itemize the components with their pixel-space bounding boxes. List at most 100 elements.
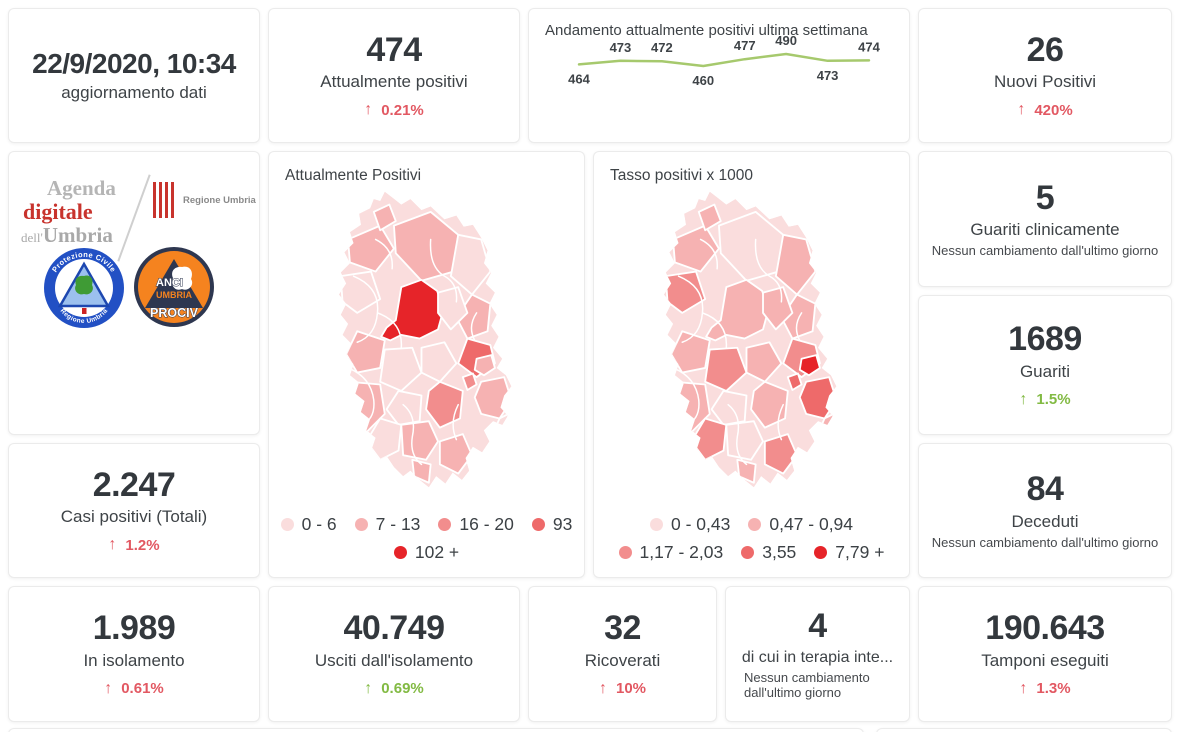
stat-label: Deceduti bbox=[1011, 511, 1079, 531]
card-casi-totali: 2.247 Casi positivi (Totali) ↑ 1.2% bbox=[8, 443, 260, 578]
legend-label: 0 - 0,43 bbox=[670, 514, 731, 534]
svg-text:472: 472 bbox=[651, 40, 673, 55]
legend-label: 0 - 6 bbox=[301, 514, 337, 534]
regione-umbria-bars-icon bbox=[153, 182, 175, 218]
map2-title: Tasso positivi x 1000 bbox=[610, 167, 754, 184]
delta-value: 1.5% bbox=[1036, 391, 1071, 409]
up-arrow-icon: ↑ bbox=[104, 679, 113, 697]
up-arrow-icon: ↑ bbox=[108, 536, 117, 554]
stat-delta: ↑ 10% bbox=[599, 680, 646, 698]
delta-value: 10% bbox=[615, 680, 647, 698]
up-arrow-icon: ↑ bbox=[1019, 679, 1028, 697]
up-arrow-icon: ↑ bbox=[1017, 101, 1026, 119]
stat-label: Ricoverati bbox=[584, 650, 661, 670]
delta-value: 0.61% bbox=[121, 680, 164, 698]
legend-dot bbox=[438, 518, 452, 531]
update-subtitle: aggiornamento dati bbox=[61, 83, 207, 102]
card-logos: Agenda digitale dell'Umbria Regione Umbr… bbox=[8, 151, 260, 435]
stat-label: Guariti bbox=[1019, 361, 1071, 381]
up-arrow-icon: ↑ bbox=[364, 679, 373, 697]
trend-title: Andamento attualmente positivi ultima se… bbox=[545, 22, 868, 39]
card-attualmente-positivi: 474 Attualmente positivi ↑ 0.21% bbox=[268, 8, 520, 143]
legend-dot bbox=[748, 518, 762, 531]
stat-value: 40.749 bbox=[343, 609, 446, 648]
stat-value: 32 bbox=[604, 609, 641, 648]
legend-dot bbox=[741, 546, 755, 559]
stat-delta: ↑ 0.21% bbox=[364, 101, 424, 119]
legend-label: 16 - 20 bbox=[459, 514, 514, 534]
delta-value: 1.2% bbox=[125, 536, 160, 554]
stat-delta: ↑ 0.61% bbox=[104, 680, 164, 698]
anci-prociv-logo: ANCI UMBRIA PROCIV bbox=[134, 247, 214, 327]
delta-value: 1.3% bbox=[1036, 680, 1071, 698]
stat-label: Casi positivi (Totali) bbox=[60, 507, 208, 527]
legend-dot bbox=[393, 546, 407, 559]
stat-value: 84 bbox=[1026, 470, 1064, 509]
map1-legend: 0 - 6 7 - 13 16 - 20 93 102 + bbox=[269, 514, 584, 563]
legend-dot bbox=[649, 518, 663, 531]
agenda-logo-line2: digitale bbox=[23, 199, 93, 224]
card-trend: Andamento attualmente positivi ultima se… bbox=[528, 8, 910, 143]
up-arrow-icon: ↑ bbox=[364, 101, 373, 119]
card-guariti-clinicamente: 5 Guariti clinicamente Nessun cambiament… bbox=[918, 151, 1172, 287]
protezione-civile-logo: Protezione Civile Regione Umbria bbox=[44, 248, 124, 328]
legend-dot bbox=[618, 546, 632, 559]
stat-label: Tamponi eseguiti bbox=[981, 650, 1109, 670]
stat-value: 1689 bbox=[1008, 320, 1082, 359]
stat-delta: ↑ 1.3% bbox=[1019, 680, 1070, 698]
svg-text:474: 474 bbox=[858, 39, 880, 54]
agenda-digitale-logo: Agenda digitale dell'Umbria bbox=[21, 178, 133, 246]
stat-note: Nessun cambiamento dall'ultimo giorno bbox=[931, 534, 1159, 550]
card-partial-right bbox=[876, 728, 1172, 732]
map1-canvas[interactable] bbox=[335, 188, 519, 491]
card-map-tasso-positivi: Tasso positivi x 1000 0 - 0,43 0,47 - 0,… bbox=[593, 151, 910, 578]
stat-label: Usciti dall'isolamento bbox=[314, 650, 474, 670]
delta-value: 420% bbox=[1034, 101, 1073, 119]
card-last-update: 22/9/2020, 10:34 aggiornamento dati bbox=[8, 8, 260, 143]
stat-label: Guariti clinicamente bbox=[970, 220, 1120, 240]
agenda-logo-umbria: Umbria bbox=[42, 223, 113, 247]
card-map-attualmente-positivi: Attualmente Positivi 0 - 6 7 - 13 16 - 2… bbox=[268, 151, 585, 578]
card-in-isolamento: 1.989 In isolamento ↑ 0.61% bbox=[8, 586, 260, 722]
legend-label: 0,47 - 0,94 bbox=[769, 514, 854, 534]
stat-delta: ↑ 1.5% bbox=[1019, 391, 1070, 409]
stat-label: In isolamento bbox=[83, 650, 185, 670]
map2-canvas[interactable] bbox=[660, 188, 844, 491]
card-tamponi: 190.643 Tamponi eseguiti ↑ 1.3% bbox=[918, 586, 1172, 722]
legend-label: 3,55 bbox=[762, 542, 797, 562]
legend-label: 1,17 - 2,03 bbox=[639, 542, 724, 562]
legend-label: 93 bbox=[552, 514, 573, 534]
anci-text-umbria: UMBRIA bbox=[156, 290, 192, 300]
anci-text-prociv: PROCIV bbox=[150, 306, 199, 320]
svg-text:477: 477 bbox=[734, 38, 756, 53]
legend-dot bbox=[814, 546, 828, 559]
legend-dot bbox=[531, 518, 545, 531]
card-partial-left bbox=[8, 728, 864, 732]
svg-text:473: 473 bbox=[610, 40, 632, 55]
legend-dot bbox=[280, 518, 294, 531]
stat-note: Nessun cambiamento dall'ultimo giorno bbox=[931, 243, 1159, 259]
svg-text:460: 460 bbox=[692, 73, 714, 88]
stat-delta: ↑ 0.69% bbox=[364, 680, 424, 698]
agenda-logo-line3: dell'Umbria bbox=[21, 225, 133, 246]
stat-value: 1.989 bbox=[92, 609, 176, 648]
regione-umbria-label: Regione Umbria bbox=[183, 194, 256, 206]
stat-value: 26 bbox=[1026, 30, 1064, 69]
up-arrow-icon: ↑ bbox=[1019, 390, 1028, 408]
anci-umbria-shape bbox=[172, 266, 193, 290]
map2-legend: 0 - 0,43 0,47 - 0,94 1,17 - 2,03 3,55 7,… bbox=[594, 514, 909, 563]
update-date: 22/9/2020, 10:34 bbox=[32, 48, 236, 79]
map1-regions bbox=[338, 191, 511, 488]
legend-dot bbox=[354, 518, 368, 531]
delta-value: 0.21% bbox=[381, 101, 424, 119]
map2-regions bbox=[663, 191, 836, 488]
stat-note: Nessun cambiamento dall'ultimo giorno bbox=[744, 669, 870, 700]
stat-delta: ↑ 1.2% bbox=[108, 536, 159, 554]
card-terapia-intensiva: 4 di cui in terapia inte... Nessun cambi… bbox=[725, 586, 910, 722]
card-usciti-isolamento: 40.749 Usciti dall'isolamento ↑ 0.69% bbox=[268, 586, 520, 722]
stat-value: 190.643 bbox=[985, 609, 1105, 648]
trend-sparkline-chart[interactable]: 464 473 472 460 477 490 473 474 bbox=[539, 33, 901, 101]
legend-label: 102 + bbox=[414, 542, 460, 562]
delta-value: 0.69% bbox=[381, 680, 424, 698]
